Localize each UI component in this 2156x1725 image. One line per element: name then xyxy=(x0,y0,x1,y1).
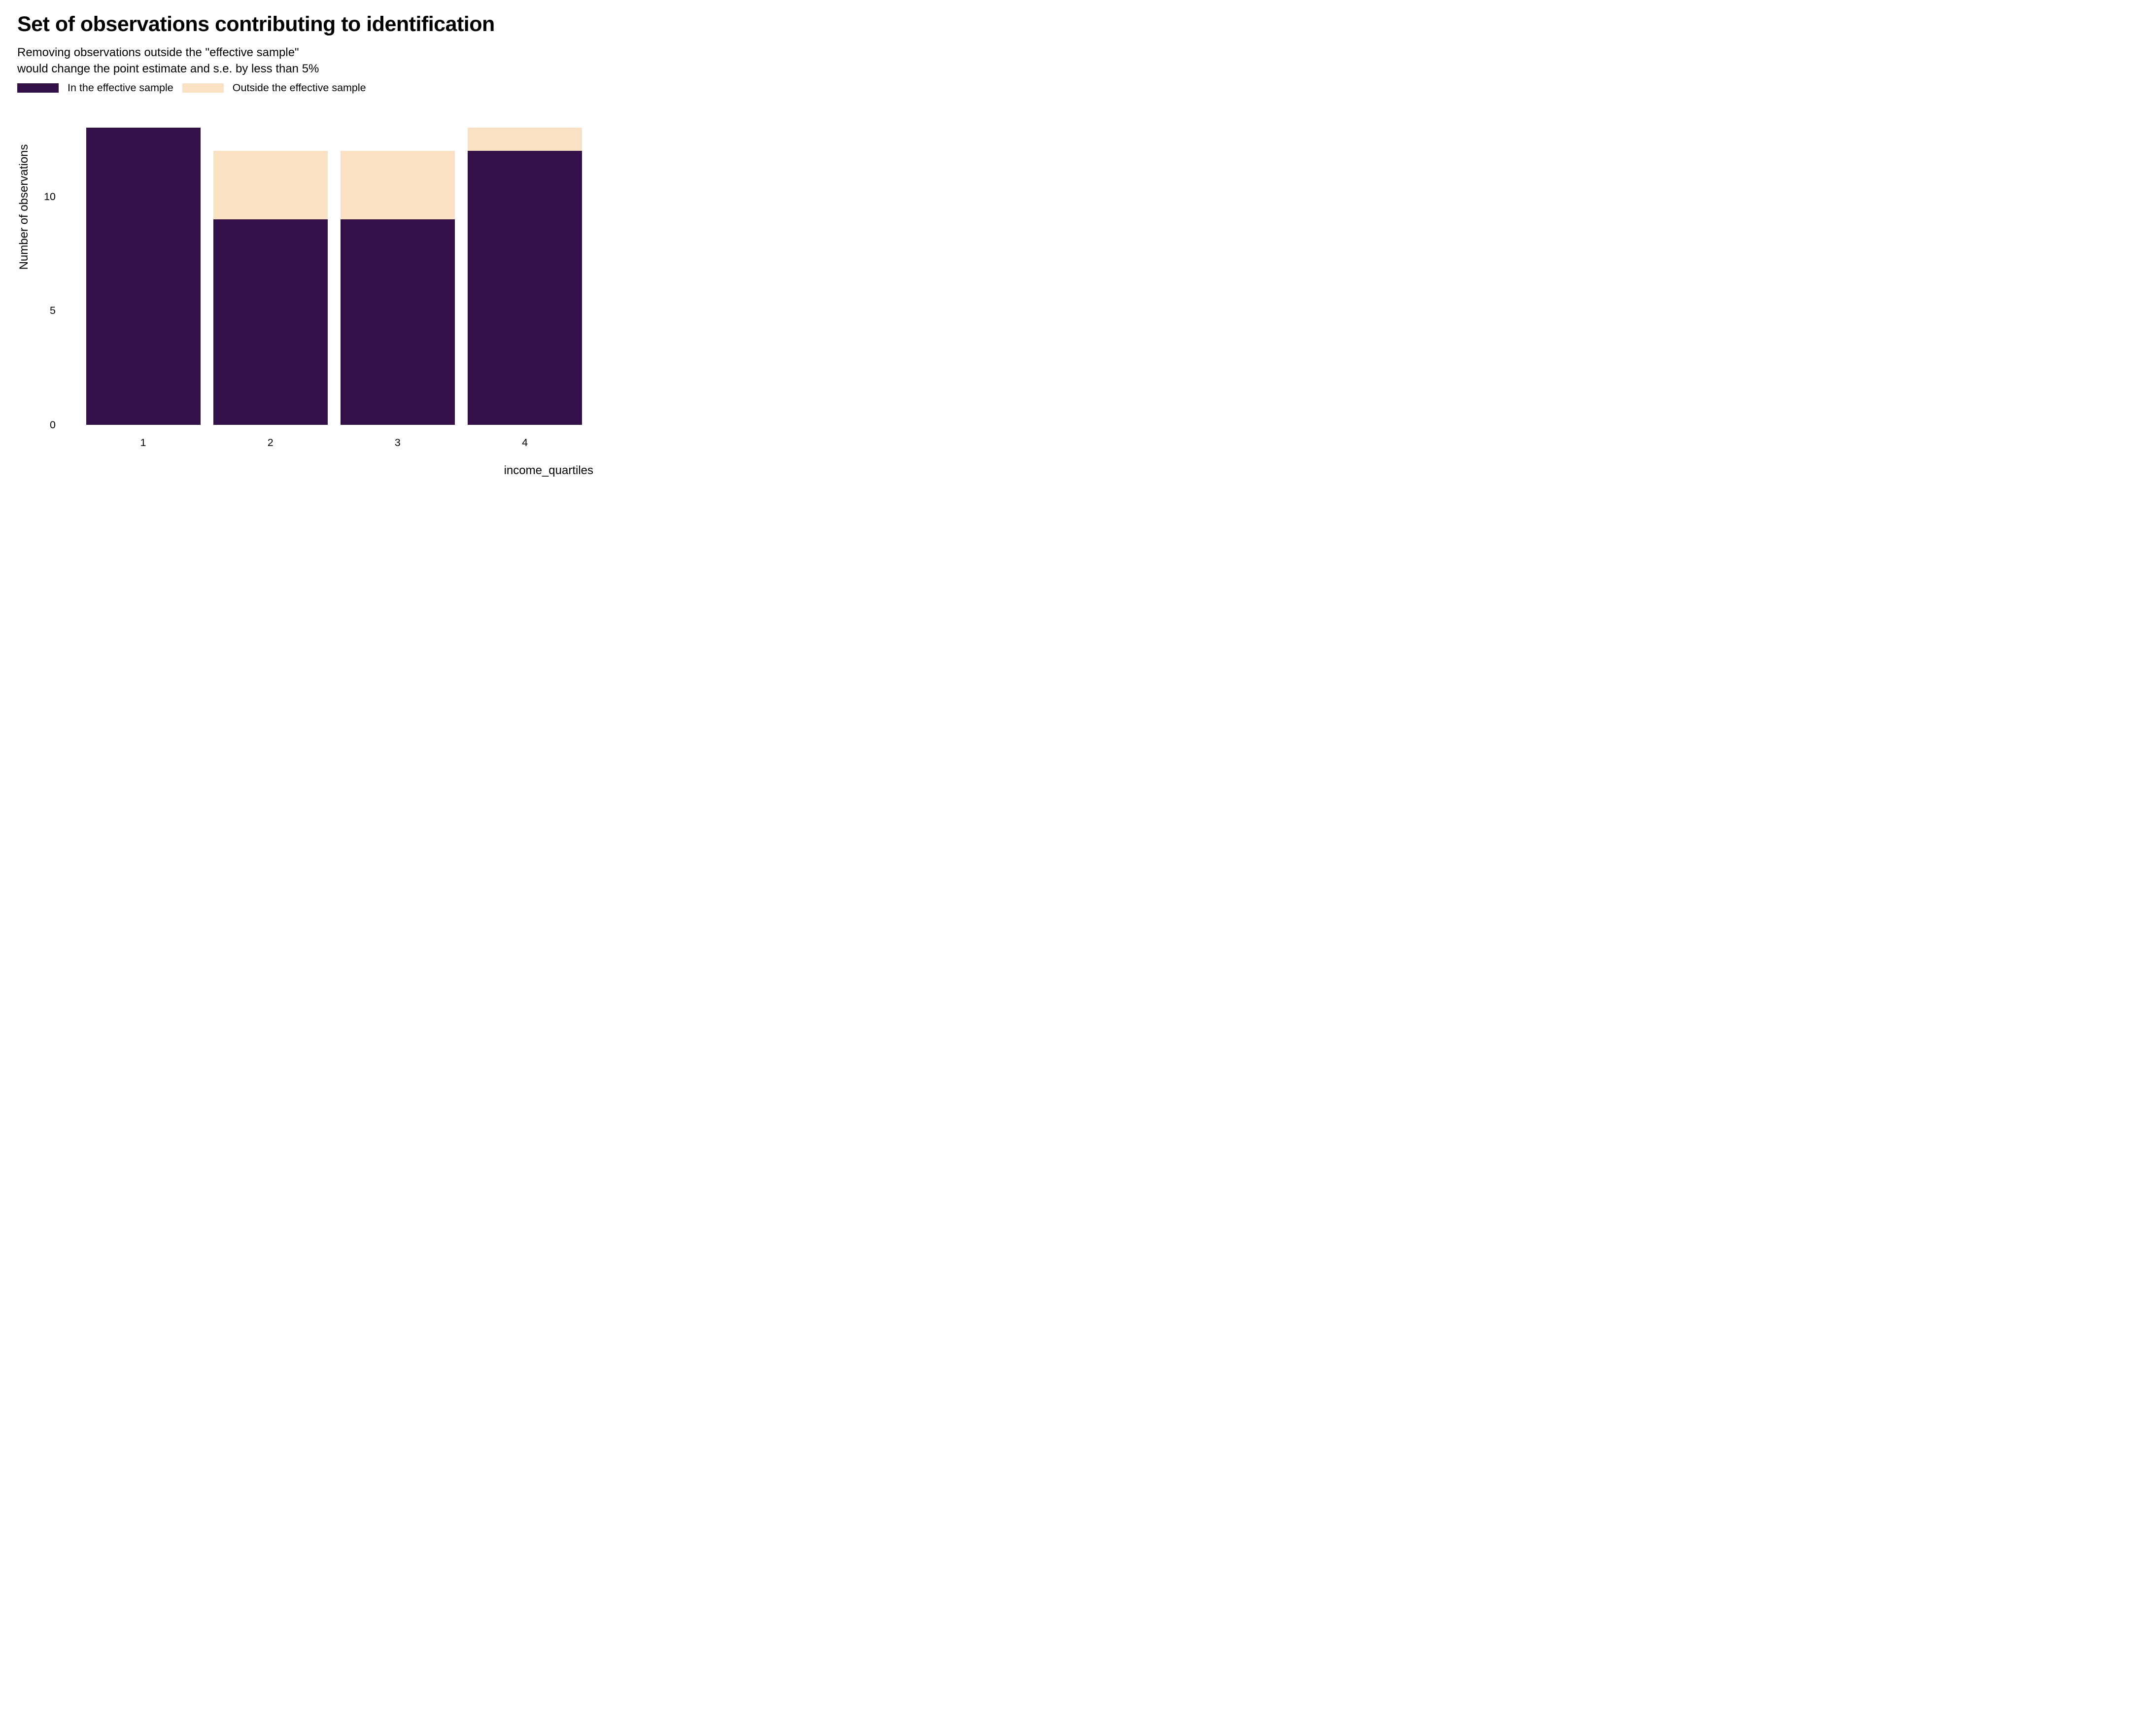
bar-segment-in-effective-q1 xyxy=(86,128,201,425)
y-tick-label-10: 10 xyxy=(44,190,56,203)
bar-segment-outside-effective-q4 xyxy=(468,128,582,151)
y-tick-label-5: 5 xyxy=(50,305,56,317)
legend-label-outside-effective-sample: Outside the effective sample xyxy=(232,82,366,94)
bar-segment-in-effective-q4 xyxy=(468,150,582,425)
x-tick-label-4: 4 xyxy=(522,437,528,448)
y-tick-label-0: 0 xyxy=(50,419,56,431)
bar-segment-in-effective-q3 xyxy=(340,219,455,425)
chart-title: Set of observations contributing to iden… xyxy=(17,12,495,36)
legend-label-in-effective-sample: In the effective sample xyxy=(68,82,173,94)
bar-segment-outside-effective-q3 xyxy=(340,150,455,219)
legend-swatch-in-effective-sample xyxy=(17,83,59,93)
bar-segment-outside-effective-q2 xyxy=(213,150,328,219)
x-axis-title: income_quartiles xyxy=(504,464,593,477)
chart-figure: Set of observations contributing to iden… xyxy=(0,0,616,493)
x-tick-label-3: 3 xyxy=(394,437,401,448)
x-tick-label-1: 1 xyxy=(140,437,146,448)
bar-segment-in-effective-q2 xyxy=(213,219,328,425)
legend-swatch-outside-effective-sample xyxy=(182,83,224,93)
chart-subtitle: Removing observations outside the "effec… xyxy=(17,46,319,75)
legend: In the effective sample Outside the effec… xyxy=(17,82,366,94)
y-axis-title: Number of observations xyxy=(17,144,31,270)
x-tick-label-2: 2 xyxy=(267,437,274,448)
